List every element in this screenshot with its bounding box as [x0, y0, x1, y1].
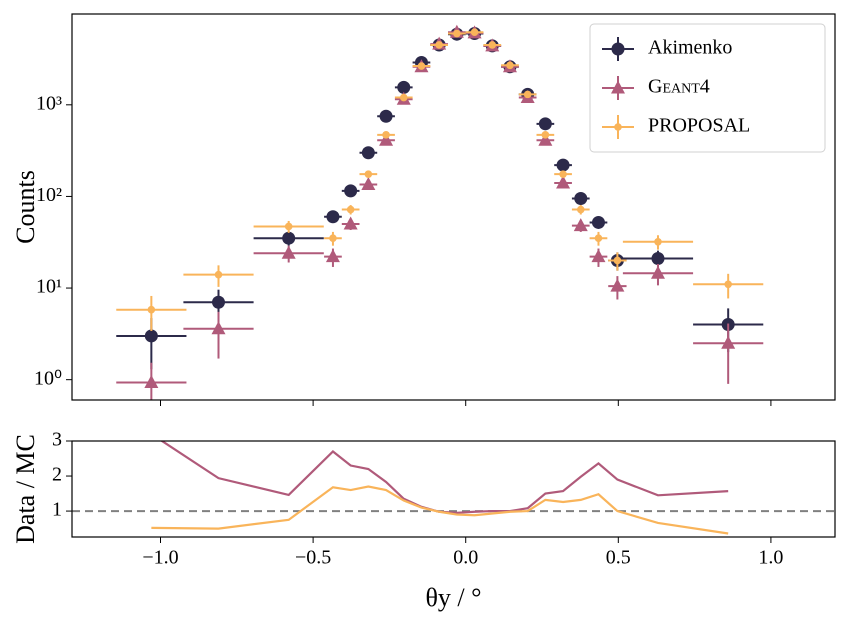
marker — [650, 265, 665, 279]
marker — [344, 184, 358, 198]
y-tick-label: 10³ — [36, 92, 62, 114]
marker — [214, 270, 223, 279]
marker — [470, 28, 479, 37]
legend-marker — [611, 80, 625, 94]
marker — [397, 80, 411, 94]
y-axis-label: Data / MC — [11, 434, 40, 544]
plot-area — [72, 441, 835, 535]
marker — [506, 61, 514, 70]
marker — [417, 62, 426, 70]
legend-marker — [611, 42, 625, 56]
x-axis-label: θy / ° — [425, 583, 481, 612]
marker — [573, 218, 588, 232]
marker — [343, 216, 358, 230]
marker — [346, 205, 355, 214]
marker — [144, 329, 158, 343]
marker — [594, 234, 603, 243]
axes-frame — [71, 13, 836, 401]
marker — [329, 234, 337, 243]
y-tick-label: 3 — [52, 429, 62, 451]
legend-marker — [614, 123, 622, 131]
marker — [556, 158, 570, 172]
marker — [379, 109, 393, 123]
marker — [364, 170, 373, 178]
marker — [610, 278, 625, 292]
marker — [574, 191, 588, 205]
marker — [399, 93, 408, 102]
marker — [721, 335, 736, 349]
marker — [724, 280, 732, 289]
ratio-line — [160, 441, 729, 514]
y-tick-label: 10¹ — [36, 276, 62, 298]
marker — [576, 205, 585, 214]
marker — [435, 41, 443, 49]
x-tick-label: −0.5 — [295, 547, 331, 569]
marker — [591, 215, 605, 229]
legend-label: Geant4 — [648, 76, 710, 98]
x-tick-label: −1.0 — [142, 547, 178, 569]
marker — [488, 41, 497, 49]
marker — [538, 132, 553, 146]
x-tick-label: 0.0 — [453, 547, 478, 569]
y-tick-label: 1 — [52, 499, 62, 521]
x-tick-label: 0.5 — [606, 547, 631, 569]
y-tick-label: 10² — [36, 184, 62, 206]
marker — [591, 249, 606, 263]
marker — [556, 175, 571, 189]
plot-area — [116, 24, 764, 400]
marker — [613, 256, 622, 265]
marker — [361, 146, 375, 160]
legend-label: PROPOSAL — [648, 115, 750, 137]
marker — [325, 249, 340, 263]
x-tick-label: 1.0 — [758, 547, 783, 569]
marker — [382, 131, 390, 139]
axes-frame — [71, 440, 836, 538]
marker — [211, 321, 226, 335]
marker — [211, 295, 225, 309]
marker — [147, 305, 156, 314]
y-axis-label: Counts — [11, 170, 40, 244]
legend-box — [589, 23, 826, 153]
marker — [453, 29, 461, 38]
marker — [282, 231, 296, 245]
marker — [541, 131, 550, 139]
marker — [523, 90, 532, 99]
marker — [651, 252, 665, 266]
marker — [654, 237, 662, 246]
legend-label: Akimenko — [648, 37, 732, 59]
marker — [379, 132, 394, 146]
marker — [326, 210, 340, 224]
y-tick-label: 2 — [52, 464, 62, 486]
y-tick-label: 10⁰ — [34, 367, 62, 389]
marker — [559, 170, 567, 178]
marker — [361, 176, 376, 190]
marker — [281, 245, 296, 259]
marker — [144, 375, 159, 389]
marker — [538, 117, 552, 131]
ratio-line — [151, 485, 729, 535]
marker — [284, 222, 293, 231]
